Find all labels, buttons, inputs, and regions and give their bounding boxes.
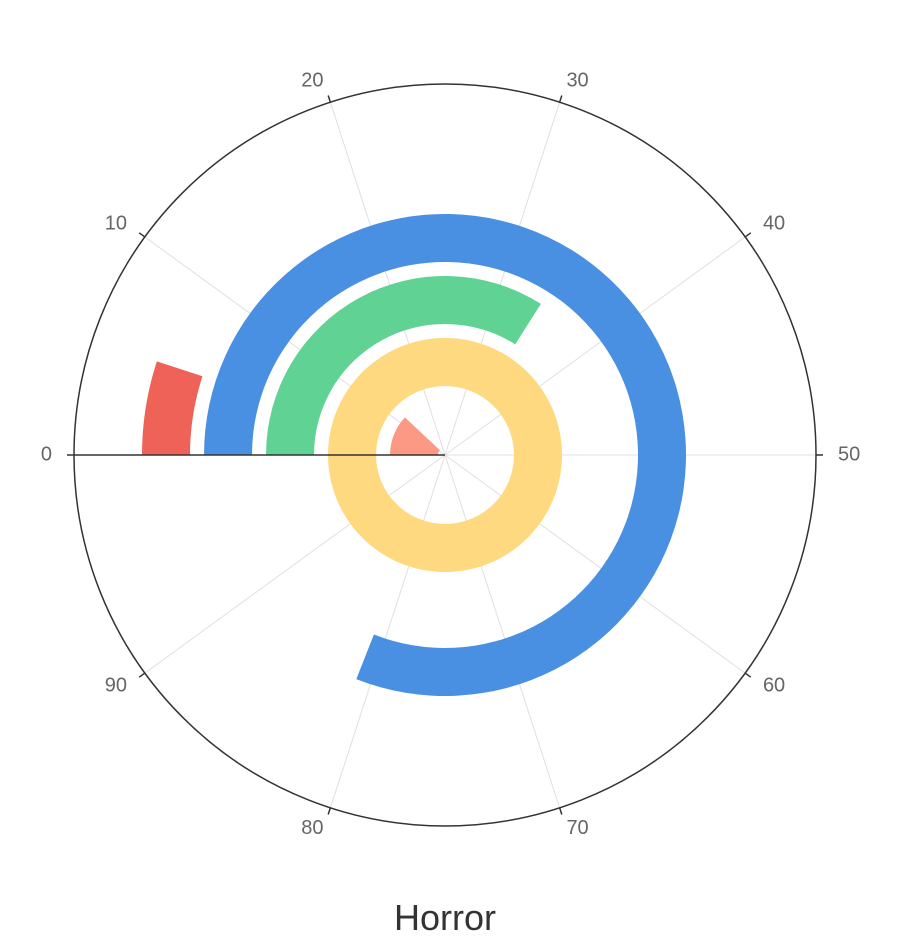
grid-line-60 bbox=[444, 454, 746, 674]
tick-mark-10 bbox=[138, 232, 146, 238]
tick-mark-30 bbox=[558, 95, 563, 103]
angle-grid-lines bbox=[74, 102, 816, 808]
tick-mark-90 bbox=[138, 672, 146, 678]
angle-tick-labels: 0 10 20 30 40 50 60 70 80 90 bbox=[41, 70, 860, 840]
tick-mark-80 bbox=[327, 807, 332, 815]
tick-label-60: 60 bbox=[763, 674, 785, 696]
tick-label-40: 40 bbox=[763, 212, 785, 234]
tick-label-10: 10 bbox=[105, 212, 127, 234]
tick-label-0: 0 bbox=[41, 443, 52, 465]
bar-ring-1 bbox=[390, 417, 440, 455]
tick-mark-20 bbox=[327, 95, 332, 103]
bar-ring-2 bbox=[328, 338, 562, 572]
tick-label-50: 50 bbox=[838, 443, 860, 465]
tick-mark-40 bbox=[744, 232, 752, 238]
chart-title: Horror bbox=[394, 897, 496, 938]
grid-line-90 bbox=[144, 454, 446, 674]
tick-label-90: 90 bbox=[105, 674, 127, 696]
grid-line-10 bbox=[144, 236, 446, 456]
grid-line-70 bbox=[444, 454, 561, 808]
grid-line-40 bbox=[444, 236, 746, 456]
tick-mark-60 bbox=[744, 672, 752, 678]
grid-line-20 bbox=[329, 102, 446, 456]
bars bbox=[142, 214, 687, 697]
grid-line-30 bbox=[444, 102, 561, 456]
tick-label-80: 80 bbox=[301, 817, 323, 839]
angle-axis bbox=[67, 83, 823, 827]
bar-ring-5 bbox=[142, 361, 203, 455]
bar-ring-3 bbox=[266, 275, 541, 455]
tick-label-20: 20 bbox=[301, 70, 323, 92]
tick-label-30: 30 bbox=[566, 70, 588, 92]
tick-label-70: 70 bbox=[566, 817, 588, 839]
grid-line-80 bbox=[329, 454, 446, 808]
tick-mark-70 bbox=[558, 807, 563, 815]
